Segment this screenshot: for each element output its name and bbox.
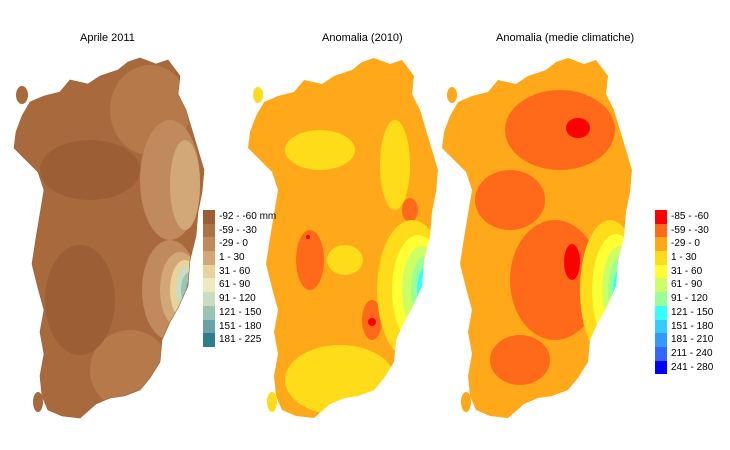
map-anomaly-2010 bbox=[248, 58, 438, 418]
legend-swatch bbox=[203, 333, 215, 347]
legend-swatch bbox=[655, 360, 667, 375]
panel-title-precip: Aprile 2011 bbox=[80, 32, 135, 44]
legend-label: 151 - 180 bbox=[671, 320, 714, 332]
legend-label: -29 - 0 bbox=[671, 238, 700, 250]
legend-label: 31 - 60 bbox=[219, 265, 251, 277]
legend-label: 91 - 120 bbox=[219, 293, 256, 305]
legend-swatch bbox=[203, 319, 215, 334]
legend-label: -59 - -30 bbox=[671, 224, 709, 236]
legend-label: 181 - 225 bbox=[219, 334, 262, 346]
legend-label: 61 - 90 bbox=[671, 279, 703, 291]
legend-swatch bbox=[655, 292, 667, 306]
legend-swatch bbox=[655, 305, 667, 320]
legend-swatch bbox=[203, 305, 215, 320]
legend-label: 151 - 180 bbox=[219, 320, 262, 332]
legend-swatch bbox=[655, 237, 667, 252]
map-precip bbox=[13, 57, 205, 419]
island-asinara bbox=[253, 87, 263, 103]
legend-label: 1 - 30 bbox=[671, 252, 697, 264]
legend-swatch bbox=[203, 278, 215, 293]
legend-swatch bbox=[655, 346, 667, 361]
legend-swatch bbox=[203, 292, 215, 306]
legend-label: 181 - 210 bbox=[671, 334, 714, 346]
legend-swatch bbox=[203, 223, 215, 238]
legend-label: 1 - 30 bbox=[219, 252, 245, 264]
legend-label: 91 - 120 bbox=[671, 293, 708, 305]
legend-label: -85 - -60 bbox=[671, 211, 709, 222]
legend-swatch bbox=[655, 333, 667, 347]
legend-swatch bbox=[203, 210, 215, 224]
legend-label: 121 - 150 bbox=[671, 306, 714, 318]
legend-label: 121 - 150 bbox=[219, 306, 262, 318]
legend-label: -59 - -30 bbox=[219, 224, 257, 236]
legend-swatch bbox=[203, 251, 215, 265]
legend-label: 241 - 280 bbox=[671, 361, 714, 373]
legend-swatch bbox=[203, 264, 215, 279]
island-asinara bbox=[447, 87, 457, 103]
legend-label: -29 - 0 bbox=[219, 238, 248, 250]
legend-swatch bbox=[655, 319, 667, 334]
island-sant-antioco bbox=[267, 392, 277, 412]
island-sant-antioco bbox=[461, 392, 471, 412]
legend-label: -92 - -60 mm bbox=[219, 211, 277, 222]
panel-title-anomaly-2010: Anomalia (2010) bbox=[322, 32, 403, 44]
legend-swatch bbox=[655, 251, 667, 265]
legend-label: 211 - 240 bbox=[671, 347, 713, 359]
legend-swatch bbox=[655, 278, 667, 293]
legend-swatch bbox=[655, 264, 667, 279]
legend-label: 31 - 60 bbox=[671, 265, 703, 277]
island-sant-antioco bbox=[33, 392, 43, 412]
map-anomaly-climatic bbox=[442, 58, 632, 418]
island-asinara bbox=[16, 86, 28, 104]
panel-title-anomaly-climatic: Anomalia (medie climatiche) bbox=[496, 32, 635, 44]
legend-swatch bbox=[655, 223, 667, 238]
legend-label: 61 - 90 bbox=[219, 279, 251, 291]
legend-swatch bbox=[203, 237, 215, 252]
legend-swatch bbox=[655, 210, 667, 224]
